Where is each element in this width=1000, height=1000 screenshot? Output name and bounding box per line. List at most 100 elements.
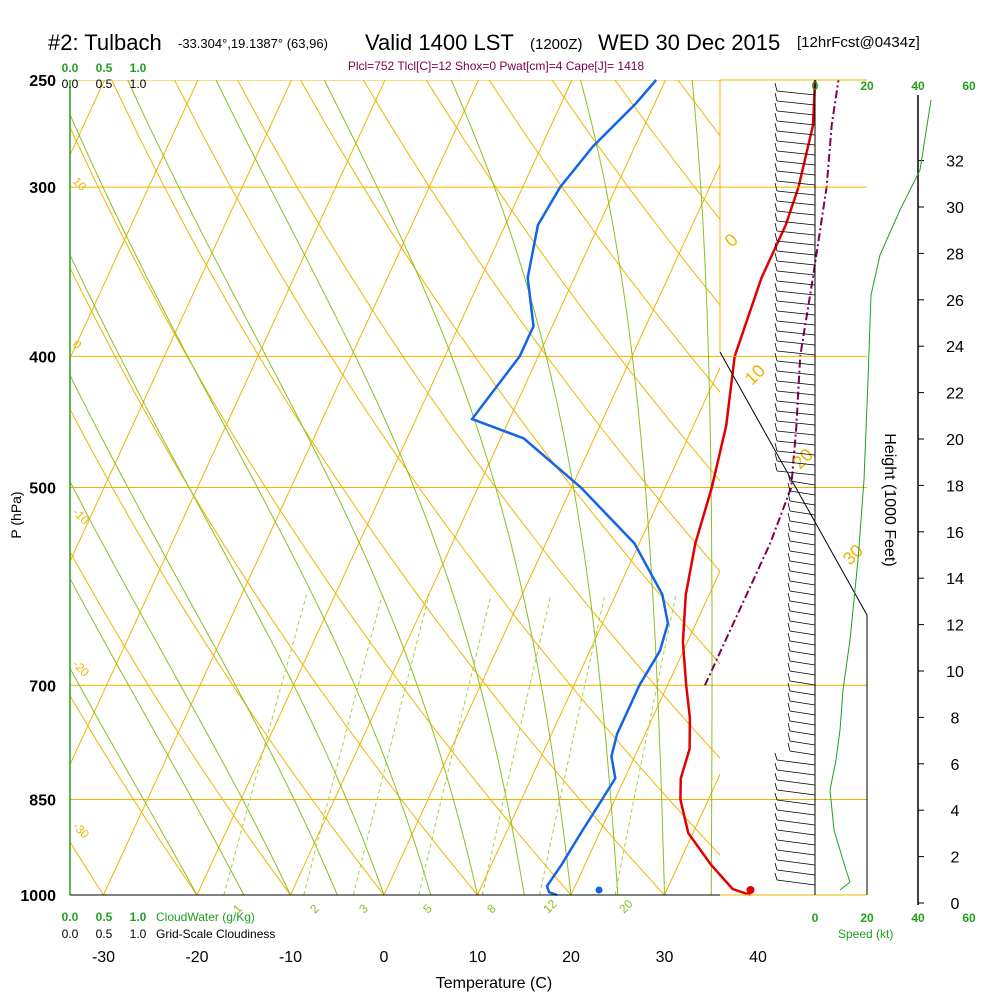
- wind-barb: [774, 372, 778, 382]
- wind-barb: [787, 732, 791, 742]
- wind-barb: [776, 789, 816, 796]
- moist-adiabat-line: [70, 667, 198, 895]
- wind-barb: [789, 510, 816, 516]
- speed-tick-label: 60: [962, 911, 976, 925]
- height-tick-label: 18: [946, 478, 964, 495]
- wind-barb: [776, 230, 816, 236]
- wind-barb: [787, 502, 791, 512]
- wind-barb: [774, 102, 778, 112]
- wind-barb: [787, 522, 791, 532]
- wind-barb: [787, 492, 791, 502]
- wind-barb: [787, 662, 791, 672]
- cloudiness-tick-label: 0.0: [62, 927, 79, 941]
- wind-barb: [789, 540, 816, 546]
- dry-adiabat-line: [237, 80, 720, 759]
- cloudwater-tick-label: 0.5: [96, 910, 113, 924]
- height-frame-line: [719, 351, 868, 616]
- wind-barb: [774, 222, 778, 232]
- temperature-tick-label: 30: [656, 949, 674, 966]
- height-tick-label: 16: [946, 525, 964, 542]
- wind-barb: [774, 422, 778, 432]
- cloudwater-tick-label: 0.5: [96, 61, 113, 75]
- wind-barb: [776, 400, 816, 406]
- wind-barb: [774, 112, 778, 122]
- wind-barb: [774, 442, 778, 452]
- wind-barb: [789, 570, 816, 576]
- mixing-ratio-line: [352, 594, 430, 895]
- speed-tick-label: 60: [962, 79, 976, 93]
- forecast-run: [12hrFcst@0434z]: [797, 34, 920, 51]
- wind-barb: [774, 212, 778, 222]
- mixing-ratio-line: [539, 594, 606, 895]
- moist-adiabat-line: [450, 80, 619, 895]
- wind-barb: [776, 410, 816, 416]
- wind-barb: [776, 380, 816, 386]
- wind-barb: [787, 672, 791, 682]
- wind-barb: [776, 100, 816, 106]
- wind-barb: [774, 772, 778, 781]
- isotherm-line: [477, 366, 720, 895]
- pressure-tick-label: 250: [29, 73, 56, 90]
- wind-barb: [776, 350, 816, 356]
- wind-barb: [776, 460, 816, 466]
- surface-dewpoint-point: [595, 886, 603, 894]
- wind-barb: [774, 762, 778, 771]
- wind-barb: [776, 110, 816, 116]
- cloudiness-label: Grid-Scale Cloudiness: [156, 927, 275, 941]
- wind-barb: [774, 202, 778, 212]
- cloudiness-tick-label: 0.0: [62, 77, 79, 91]
- dry-adiabat-line: [0, 80, 10, 895]
- dry-adiabat-line: [299, 80, 720, 665]
- isotherm-line: [0, 80, 11, 895]
- moist-adiabat-line: [70, 480, 291, 895]
- mixing-ratio-line: [303, 594, 383, 895]
- wind-barb: [776, 310, 816, 316]
- moist-adiabat-line: [691, 80, 713, 895]
- mixing-ratio-label: 5: [420, 901, 435, 916]
- wind-barb: [776, 390, 816, 396]
- height-tick-label: 24: [946, 339, 964, 356]
- isotherm-line: [70, 80, 386, 766]
- moist-adiabat-line: [215, 80, 525, 895]
- temperature-line: [679, 79, 817, 897]
- height-tick-label: 26: [946, 293, 964, 310]
- wind-barb: [776, 859, 816, 866]
- dry-adiabat-line: [70, 125, 572, 895]
- wind-barb: [774, 312, 778, 322]
- temperature-tick-label: -20: [185, 949, 208, 966]
- wind-barb: [776, 300, 816, 306]
- wind-barb: [774, 832, 778, 841]
- wind-barb: [774, 292, 778, 302]
- wind-barb: [776, 849, 816, 856]
- moist-adiabat-line: [70, 113, 432, 895]
- speed-tick-label: 0: [812, 911, 819, 925]
- wind-barb: [774, 752, 778, 761]
- cloudiness-tick-label: 0.5: [96, 927, 113, 941]
- temperature-tick-label: 0: [380, 949, 389, 966]
- moist-adiabat-line: [127, 80, 478, 895]
- valid-time: Valid 1400 LST: [365, 30, 514, 55]
- wind-barb: [776, 819, 816, 826]
- wind-barb: [774, 282, 778, 292]
- height-tick-label: 20: [946, 432, 964, 449]
- wind-barb: [789, 660, 816, 666]
- wind-barb: [774, 412, 778, 422]
- wind-barb: [776, 200, 816, 206]
- wind-barb: [774, 392, 778, 402]
- wind-barb: [789, 670, 816, 676]
- dry-adiabat-line: [488, 80, 720, 393]
- moist-adiabat-line: [70, 253, 385, 895]
- wind-barb: [787, 682, 791, 692]
- wind-barb: [787, 692, 791, 702]
- moist-adiabat-line: [580, 80, 665, 895]
- wind-barb: [774, 782, 778, 791]
- isotherm-line: [103, 80, 479, 895]
- wind-barb: [789, 520, 816, 526]
- wind-barb: [774, 452, 778, 462]
- wind-barb: [776, 240, 816, 246]
- temperature-tick-label: -10: [279, 949, 302, 966]
- temperature-tick-label: 20: [562, 949, 580, 966]
- dry-adiabat-line: [70, 694, 198, 895]
- wind-barb: [774, 812, 778, 821]
- moist-adiabat-label: 10: [741, 361, 769, 389]
